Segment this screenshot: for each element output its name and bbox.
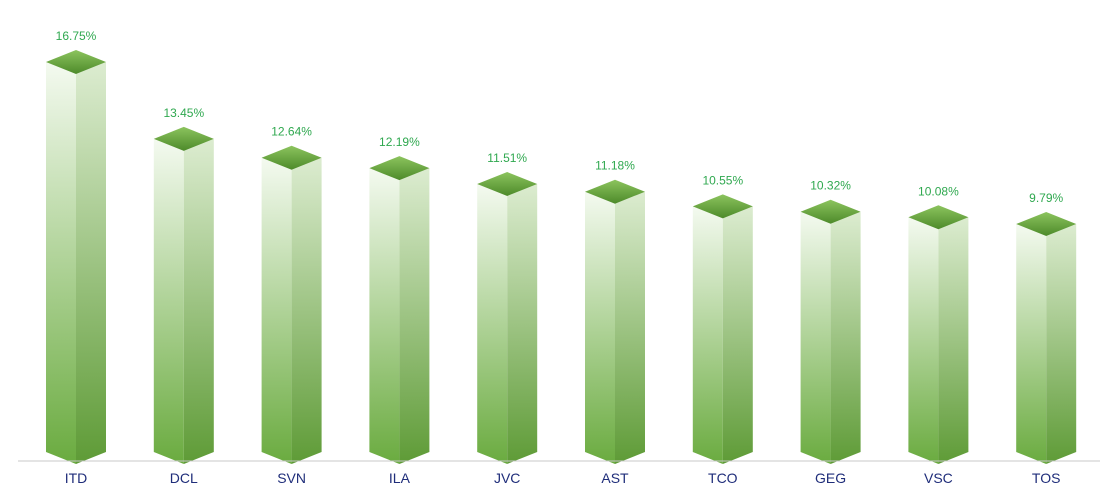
bar-front-face bbox=[1016, 224, 1047, 464]
bar-front-face bbox=[153, 138, 184, 464]
bar-tco bbox=[692, 194, 753, 464]
bar-top-face bbox=[692, 194, 753, 219]
bar-side-face bbox=[183, 138, 214, 464]
data-label-jvc: 11.51% bbox=[487, 151, 527, 165]
bar-front-face bbox=[585, 191, 615, 464]
bar-side-face bbox=[830, 211, 861, 464]
bar-side-face bbox=[399, 168, 430, 464]
bar-side-face bbox=[722, 206, 753, 464]
bar-svn bbox=[261, 145, 322, 464]
category-label-svn: SVN bbox=[277, 470, 306, 486]
bar-front-face bbox=[692, 206, 723, 464]
bar-top-face bbox=[153, 126, 214, 151]
bar-side-face bbox=[615, 191, 645, 464]
data-label-tco: 10.55% bbox=[702, 173, 743, 187]
bar-side-face bbox=[938, 217, 969, 464]
bar-side-face bbox=[291, 157, 322, 464]
bar-side-face bbox=[1046, 224, 1077, 464]
category-label-vsc: VSC bbox=[924, 470, 953, 486]
data-label-ila: 12.19% bbox=[379, 135, 420, 149]
category-label-jvc: JVC bbox=[494, 470, 520, 486]
bar-front-face bbox=[261, 157, 292, 464]
bar-front-face bbox=[46, 62, 76, 464]
bar-front-face bbox=[908, 217, 939, 464]
bar-itd bbox=[46, 50, 106, 464]
labels-layer: 16.75% ITD 13.45% DCL 12.64% SVN 12.19% ILA 11.5… bbox=[56, 29, 1064, 486]
bar-tos bbox=[1016, 212, 1077, 464]
bar-jvc bbox=[477, 172, 538, 464]
category-label-ast: AST bbox=[601, 470, 629, 486]
bar-ila bbox=[369, 156, 430, 464]
bar-side-face bbox=[507, 184, 538, 464]
bar-top-face bbox=[800, 199, 861, 224]
bar-top-face bbox=[477, 172, 538, 197]
bar-front-face bbox=[477, 184, 508, 464]
data-label-ast: 11.18% bbox=[595, 159, 635, 173]
bar-side-face bbox=[76, 62, 106, 464]
bar-front-face bbox=[800, 211, 831, 464]
data-label-tos: 9.79% bbox=[1029, 191, 1063, 205]
bar-top-face bbox=[908, 205, 969, 230]
data-label-geg: 10.32% bbox=[810, 179, 851, 193]
bar-top-face bbox=[585, 179, 645, 204]
bar-top-face bbox=[1016, 212, 1077, 237]
bar-top-face bbox=[369, 156, 430, 181]
category-label-tos: TOS bbox=[1032, 470, 1061, 486]
category-label-itd: ITD bbox=[65, 470, 88, 486]
bars-layer bbox=[46, 50, 1077, 464]
bar-ast bbox=[585, 179, 645, 464]
bar-top-face bbox=[261, 145, 322, 170]
category-label-dcl: DCL bbox=[170, 470, 198, 486]
data-label-svn: 12.64% bbox=[271, 125, 312, 139]
bar-dcl bbox=[153, 126, 214, 464]
bar-geg bbox=[800, 199, 861, 464]
bar-front-face bbox=[369, 168, 400, 464]
category-label-geg: GEG bbox=[815, 470, 846, 486]
data-label-itd: 16.75% bbox=[56, 29, 97, 43]
category-label-tco: TCO bbox=[708, 470, 738, 486]
bar-vsc bbox=[908, 205, 969, 464]
bar-top-face bbox=[46, 50, 106, 74]
category-label-ila: ILA bbox=[389, 470, 411, 486]
data-label-vsc: 10.08% bbox=[918, 184, 959, 198]
data-label-dcl: 13.45% bbox=[163, 106, 204, 120]
